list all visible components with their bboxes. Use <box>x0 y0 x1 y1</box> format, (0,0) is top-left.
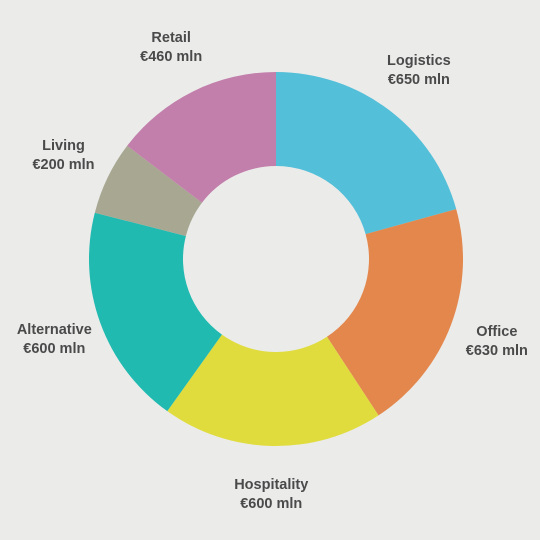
label-alternative: Alternative €600 mln <box>17 321 92 359</box>
label-value-retail: €460 mln <box>140 48 203 65</box>
label-name-alternative: Alternative <box>16 321 92 338</box>
label-hospitality: Hospitality €600 mln <box>234 476 308 514</box>
slice-hospitality <box>167 334 379 447</box>
label-name-living: Living <box>42 138 85 155</box>
slice-alternative <box>88 212 222 412</box>
slice-retail <box>127 72 276 203</box>
label-name-hospitality: Hospitality <box>234 476 309 493</box>
slice-logistics <box>276 72 457 235</box>
slice-living <box>94 145 202 236</box>
label-name-logistics: Logistics <box>387 53 451 70</box>
label-value-hospitality: €600 mln <box>240 495 303 512</box>
label-value-alternative: €600 mln <box>23 340 86 357</box>
label-living: Living €200 mln <box>32 137 94 175</box>
label-name-retail: Retail <box>151 29 191 46</box>
label-value-logistics: €650 mln <box>387 72 450 89</box>
label-value-office: €630 mln <box>465 343 528 360</box>
label-retail: Retail €460 mln <box>140 29 202 67</box>
slice-office <box>326 209 463 416</box>
label-logistics: Logistics €650 mln <box>387 52 451 90</box>
label-office: Office €630 mln <box>466 323 528 361</box>
label-name-office: Office <box>476 324 518 341</box>
label-value-living: €200 mln <box>32 157 95 174</box>
